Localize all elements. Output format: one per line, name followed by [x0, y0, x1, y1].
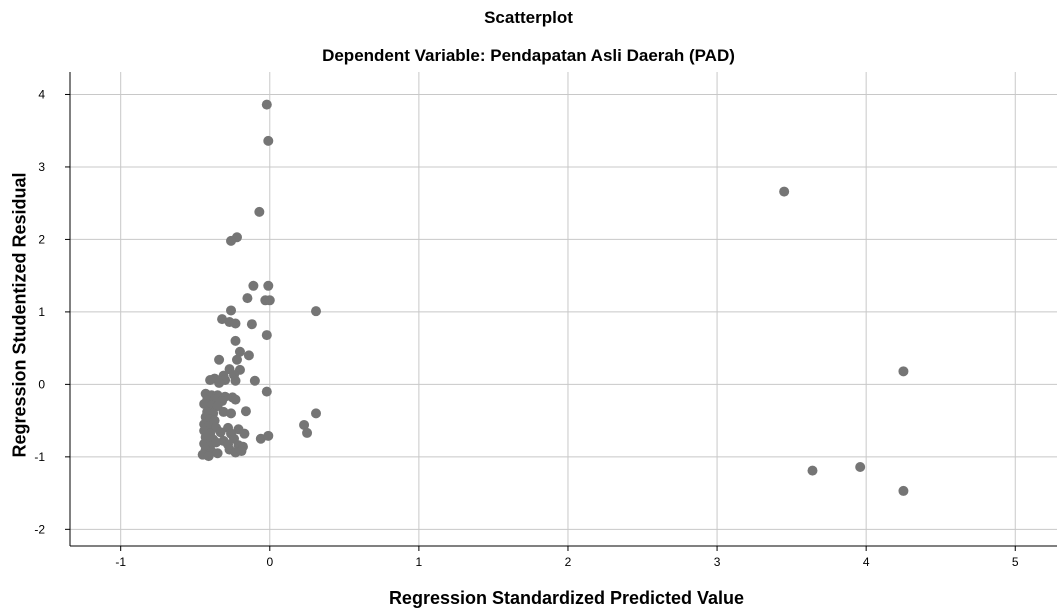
y-tick-label: -1 [34, 450, 45, 464]
y-tick-label: -2 [34, 522, 45, 536]
data-point [246, 319, 257, 330]
data-point [218, 406, 229, 417]
data-point [807, 465, 818, 476]
grid-lines [70, 72, 1057, 546]
x-tick-label: -1 [115, 555, 126, 569]
data-point [261, 330, 272, 341]
data-point [231, 354, 242, 365]
data-point [248, 280, 259, 291]
data-point [230, 394, 241, 405]
x-tick-label: 4 [863, 555, 870, 569]
data-point [212, 448, 223, 459]
y-axis-label: Regression Studentized Residual [9, 172, 30, 458]
x-tick-label: 2 [565, 555, 572, 569]
data-point [240, 406, 251, 417]
chart-subtitle: Dependent Variable: Pendapatan Asli Daer… [322, 46, 735, 65]
x-tick-label: 1 [416, 555, 423, 569]
data-point [898, 485, 909, 496]
x-tick-label: 3 [714, 555, 721, 569]
data-point [205, 375, 216, 386]
axes [65, 72, 1057, 551]
data-point [214, 377, 225, 388]
data-point [261, 99, 272, 110]
data-point [243, 350, 254, 361]
data-point [230, 375, 241, 386]
data-point [199, 398, 210, 409]
data-point [302, 427, 313, 438]
data-point [263, 430, 274, 441]
data-point [226, 408, 237, 419]
data-points [197, 99, 909, 496]
y-tick-label: 2 [38, 232, 45, 246]
data-point [855, 462, 866, 472]
x-tick-label: 5 [1012, 555, 1019, 569]
data-point [215, 427, 226, 438]
data-point [242, 293, 253, 304]
data-point [230, 335, 241, 346]
chart-title: Scatterplot [484, 8, 573, 27]
data-point [226, 235, 237, 246]
data-point [249, 375, 260, 386]
data-point [263, 280, 274, 291]
data-point [779, 186, 790, 197]
data-point [226, 305, 237, 316]
data-point [311, 408, 322, 419]
data-point [234, 346, 245, 357]
tick-labels: -1 0 1 2 3 4 5 -2 -1 0 1 2 3 4 [34, 87, 1019, 569]
data-point [236, 446, 247, 457]
y-tick-label: 0 [38, 377, 45, 391]
y-tick-label: 4 [38, 87, 45, 101]
x-axis-label: Regression Standardized Predicted Value [388, 588, 745, 608]
data-point [299, 419, 310, 430]
data-point [214, 354, 225, 365]
y-tick-label: 1 [38, 305, 45, 319]
data-point [203, 451, 214, 462]
x-tick-label: 0 [266, 555, 273, 569]
data-point [211, 437, 222, 448]
data-point [898, 366, 909, 377]
data-point [230, 318, 241, 329]
data-point [261, 386, 272, 397]
data-point [311, 306, 322, 317]
data-point [263, 135, 274, 146]
data-point [239, 428, 250, 439]
y-tick-label: 3 [38, 160, 45, 174]
data-point [264, 295, 275, 306]
data-point [254, 206, 265, 217]
